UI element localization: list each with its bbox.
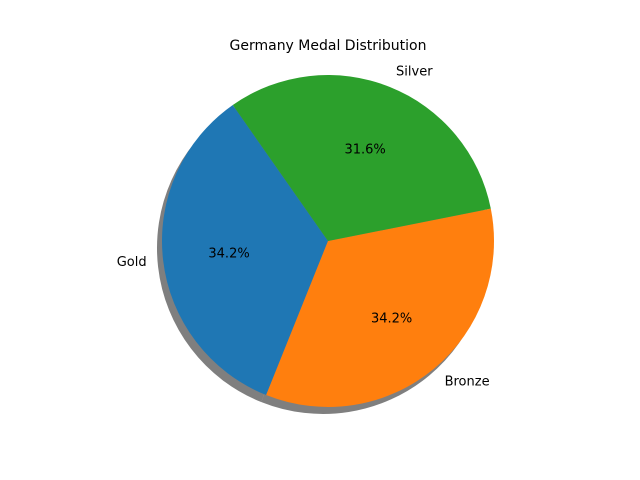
slice-percent-bronze: 34.2% [371,312,412,327]
slice-gold [161,105,328,396]
slice-label-gold: Gold [117,255,147,270]
chart-title: Germany Medal Distribution [230,38,427,54]
slice-percent-gold: 34.2% [208,246,249,261]
pie-labels: Gold 34.2% Bronze 34.2% Silver 31.6% [117,65,490,390]
slice-label-bronze: Bronze [445,375,490,390]
slice-percent-silver: 31.6% [344,143,385,158]
pie-slices [161,75,494,407]
slice-bronze [266,208,494,407]
slice-silver [232,75,491,241]
slice-label-silver: Silver [396,65,433,80]
